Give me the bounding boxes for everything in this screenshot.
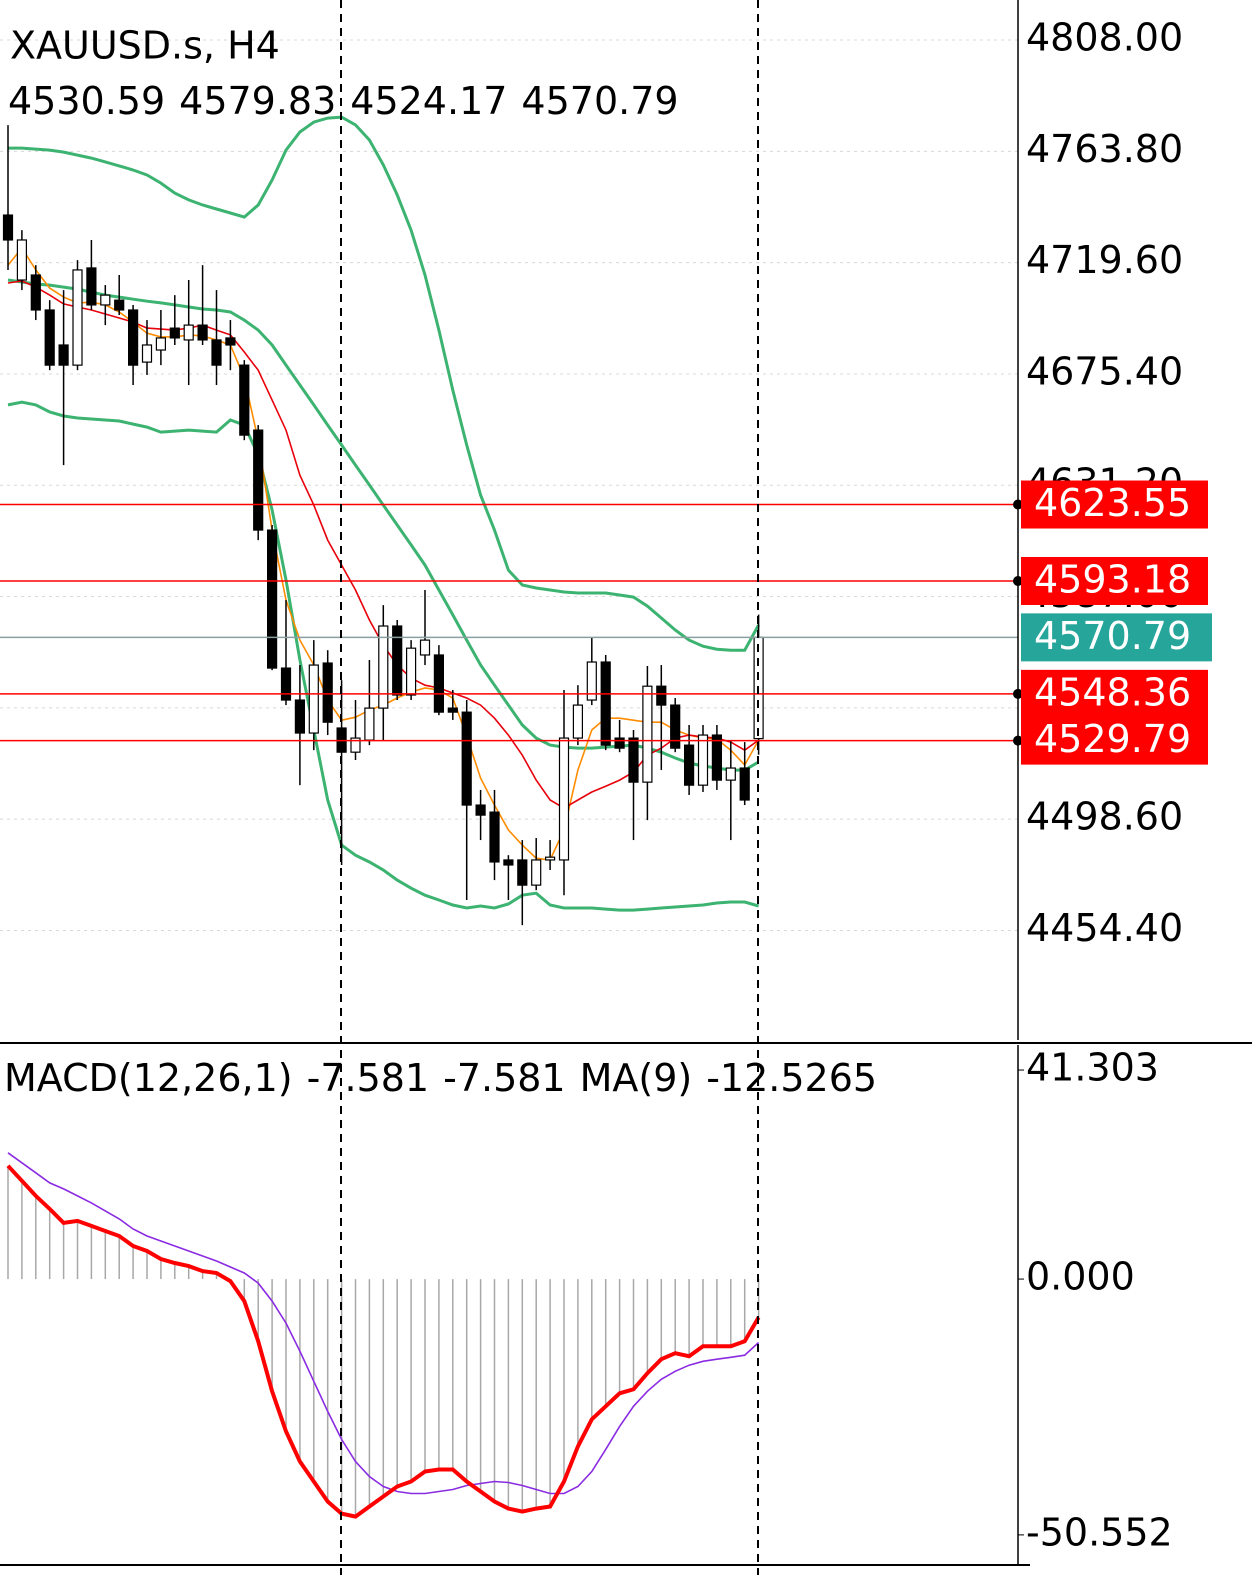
price-tag bbox=[1021, 556, 1208, 605]
indicator-line bbox=[8, 115, 760, 652]
candle-body bbox=[197, 324, 208, 341]
candle-body bbox=[447, 707, 458, 713]
candle-body bbox=[600, 661, 611, 746]
candle-body bbox=[489, 811, 500, 863]
histogram-value: -7.581 bbox=[443, 1056, 566, 1100]
y-tick-label: 4719.60 bbox=[1026, 238, 1183, 282]
candle-body bbox=[128, 309, 139, 366]
candle-body bbox=[656, 685, 667, 706]
candle-body bbox=[628, 737, 639, 783]
candle-body bbox=[211, 339, 222, 366]
y-tick-label: 0.000 bbox=[1026, 1255, 1135, 1299]
candle-body bbox=[141, 344, 153, 363]
price-tag bbox=[1021, 613, 1212, 662]
candle-body bbox=[739, 767, 750, 801]
indicator-line bbox=[7, 400, 760, 912]
ohlc-value: 4524.17 bbox=[350, 79, 507, 123]
indicator-readout: MACD(12,26,1) -7.581 -7.581 MA(9) -12.5265 bbox=[4, 1056, 877, 1100]
chart-title: XAUUSD.s, H4 bbox=[10, 24, 280, 68]
candle-body bbox=[114, 299, 125, 311]
ohlc-value: 4579.83 bbox=[179, 79, 336, 123]
candle-body bbox=[100, 294, 111, 306]
candle-body bbox=[58, 344, 69, 366]
candle-body bbox=[72, 269, 83, 366]
y-tick-label: -50.552 bbox=[1026, 1510, 1173, 1554]
candle-body bbox=[392, 625, 403, 696]
y-tick-label: 4763.80 bbox=[1026, 127, 1183, 171]
candle-body bbox=[169, 327, 180, 339]
candle-body bbox=[280, 667, 292, 701]
y-tick-label: 4454.40 bbox=[1026, 906, 1183, 950]
signal-line bbox=[7, 1152, 760, 1495]
price-tag-label: 4548.36 bbox=[1034, 670, 1191, 714]
candle-body bbox=[572, 704, 584, 739]
candle-body bbox=[461, 711, 472, 806]
candle-body bbox=[253, 429, 264, 531]
candle-body bbox=[44, 309, 55, 366]
candle-body bbox=[350, 737, 361, 753]
macd-line bbox=[6, 1164, 761, 1519]
candle-body bbox=[155, 337, 166, 351]
level-anchor bbox=[1013, 499, 1023, 510]
level-anchor bbox=[1013, 735, 1023, 746]
candle-body bbox=[475, 804, 486, 816]
candle-body bbox=[30, 274, 41, 311]
candle-body bbox=[725, 767, 736, 781]
price-tag-label: 4529.79 bbox=[1034, 717, 1191, 761]
macd-value: -7.581 bbox=[307, 1056, 430, 1100]
level-anchor bbox=[1013, 688, 1023, 699]
price-tag bbox=[1021, 480, 1208, 529]
candle-body bbox=[267, 529, 278, 669]
candle-body bbox=[406, 647, 417, 696]
candle-body bbox=[322, 662, 333, 723]
candle-body bbox=[294, 699, 305, 734]
candle-body bbox=[558, 737, 570, 861]
candle-body bbox=[419, 639, 431, 656]
ohlc-readout: 4530.59 4579.83 4524.17 4570.79 bbox=[8, 79, 679, 123]
candle-body bbox=[2, 214, 14, 241]
candle-body bbox=[614, 737, 625, 749]
price-tag bbox=[1021, 716, 1208, 765]
ohlc-value: 4530.59 bbox=[8, 79, 165, 123]
signal-name: MA(9) bbox=[580, 1056, 693, 1100]
candle-body bbox=[183, 324, 194, 341]
candle-body bbox=[697, 734, 709, 786]
candle-body bbox=[503, 859, 514, 866]
candle-body bbox=[670, 704, 681, 749]
candle-body bbox=[308, 664, 319, 734]
candle-body bbox=[16, 239, 27, 281]
y-tick-label: 4675.40 bbox=[1026, 349, 1183, 393]
candle-body bbox=[239, 364, 250, 436]
signal-value: -12.5265 bbox=[706, 1056, 877, 1100]
candle-body bbox=[531, 859, 542, 886]
price-tag-label: 4593.18 bbox=[1034, 557, 1191, 601]
price-tag-label: 4570.79 bbox=[1034, 614, 1191, 658]
candle-body bbox=[225, 337, 236, 346]
candle-body bbox=[517, 859, 528, 886]
candle-body bbox=[364, 707, 375, 741]
candle-body bbox=[544, 856, 556, 861]
y-tick-label: 4808.00 bbox=[1026, 16, 1183, 60]
candle-body bbox=[642, 685, 653, 783]
ohlc-value: 4570.79 bbox=[521, 79, 678, 123]
price-tag bbox=[1021, 669, 1208, 718]
candle-body bbox=[86, 267, 97, 306]
level-anchor bbox=[1013, 575, 1023, 586]
y-tick-label: 41.303 bbox=[1026, 1046, 1159, 1090]
y-tick-label: 4498.60 bbox=[1026, 795, 1183, 839]
candle-body bbox=[433, 654, 444, 713]
candle-body bbox=[683, 744, 695, 786]
indicator-name: MACD(12,26,1) bbox=[4, 1056, 293, 1100]
candle-body bbox=[378, 625, 389, 709]
price-tag-label: 4623.55 bbox=[1034, 481, 1191, 525]
candle-body bbox=[586, 661, 597, 701]
candle-body bbox=[711, 734, 723, 781]
